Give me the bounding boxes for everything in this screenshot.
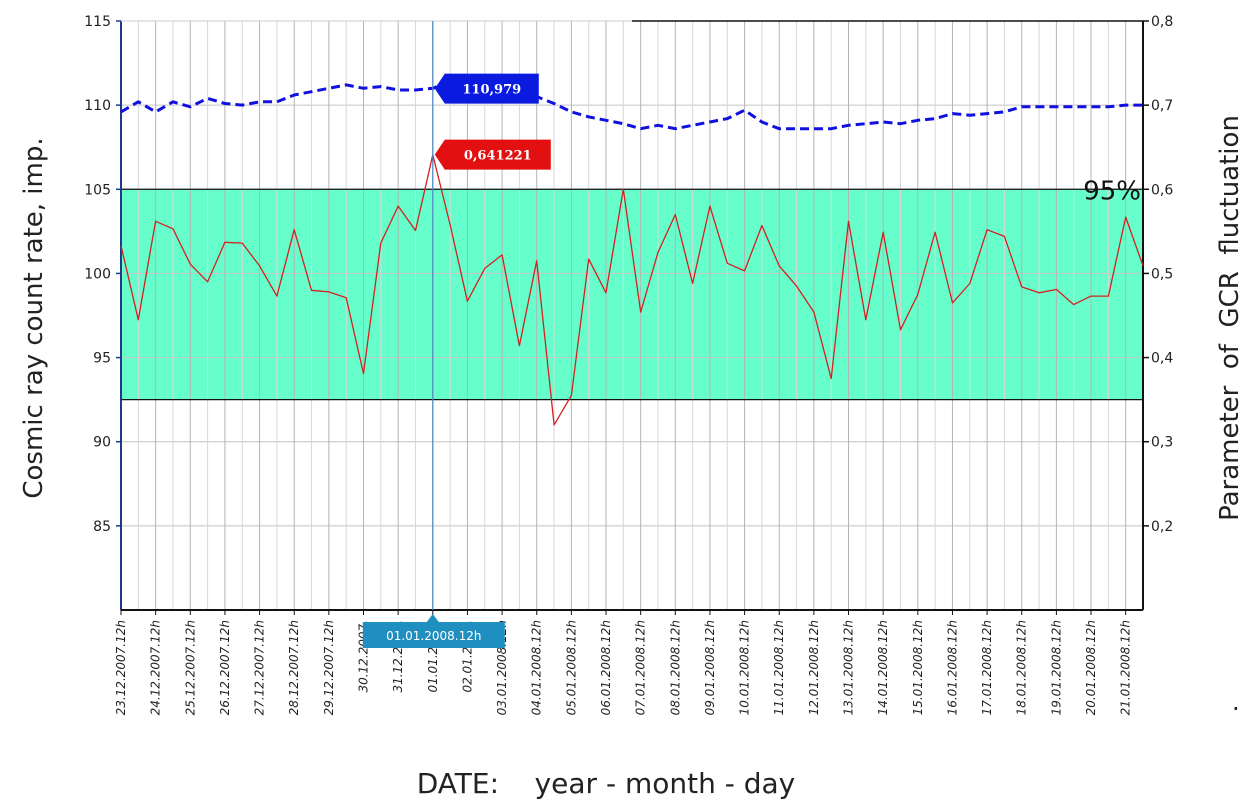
left-tick-label: 105 — [84, 182, 111, 198]
red-value-flag — [434, 139, 551, 170]
right-tick-label: 0,6 — [1151, 182, 1173, 198]
right-tick-label: 0,8 — [1151, 14, 1173, 30]
blue-value-flag-text: 110,979 — [462, 83, 521, 98]
x-tick-label: 16.01.2008.12h — [945, 620, 959, 715]
red-value-flag-text: 0,641221 — [464, 149, 532, 164]
grid — [120, 20, 1144, 610]
x-tick-label: 19.01.2008.12h — [1049, 620, 1063, 715]
x-tick-label: 23.12.2007.12h — [114, 620, 128, 715]
annotations: 01.01.2008.12h 110,979 0,641221 — [362, 21, 551, 648]
left-tick-label: 85 — [93, 519, 111, 535]
x-tick-label: 06.01.2008.12h — [599, 620, 613, 715]
x-tick-label: 20.01.2008.12h — [1084, 620, 1098, 715]
count-rate-series-line — [120, 75, 1143, 131]
x-tick-label: 08.01.2008.12h — [668, 620, 682, 715]
right-axis-ticks: 0,2 0,3 0,4 0,5 0,6 0,7 0,8 — [1143, 14, 1173, 535]
x-tick-label: 17.01.2008.12h — [980, 620, 994, 715]
axes — [120, 20, 1144, 611]
right-tick-label: 0,7 — [1151, 98, 1173, 114]
x-tick-label: 05.01.2008.12h — [564, 620, 578, 715]
x-tick-label: 21.01.2008.12h — [1119, 620, 1133, 715]
x-axis-title: DATE: year - month - day — [417, 767, 796, 800]
x-tick-label: 26.12.2007.12h — [218, 620, 232, 715]
right-tick-label: 0,3 — [1151, 435, 1173, 451]
series-layer — [120, 75, 1144, 426]
left-axis-title: Cosmic ray count rate, imp. — [19, 137, 49, 498]
left-tick-label: 100 — [84, 266, 111, 282]
right-tick-label: 0,2 — [1151, 519, 1173, 535]
x-tick-label: 29.12.2007.12h — [322, 620, 336, 715]
left-tick-label: 110 — [84, 98, 111, 114]
confidence-band — [121, 189, 1143, 400]
left-tick-label: 90 — [93, 435, 111, 451]
left-axis-ticks: 85 90 95 100 105 110 115 — [84, 14, 121, 535]
x-tick-label: 13.01.2008.12h — [842, 620, 856, 715]
x-tick-label: 27.12.2007.12h — [253, 620, 267, 715]
confidence-band-label: 95% — [1083, 176, 1141, 206]
x-tick-label: 14.01.2008.12h — [876, 620, 890, 715]
x-tick-label: 24.12.2007.12h — [149, 620, 163, 715]
x-tick-label: 07.01.2008.12h — [634, 620, 648, 715]
cursor-label-pointer — [426, 614, 439, 622]
fluctuation-series-line — [120, 154, 1144, 426]
cursor-label-text: 01.01.2008.12h — [386, 629, 481, 643]
right-tick-label: 0,5 — [1151, 266, 1173, 282]
x-tick-label: 04.01.2008.12h — [530, 620, 544, 715]
x-tick-label: 11.01.2008.12h — [772, 620, 786, 715]
x-tick-label: 25.12.2007.12h — [183, 620, 197, 715]
x-tick-label: 10.01.2008.12h — [738, 620, 752, 715]
x-tick-label: 12.01.2008.12h — [807, 620, 821, 715]
right-tick-label: 0,4 — [1151, 351, 1173, 367]
x-tick-label: 18.01.2008.12h — [1015, 620, 1029, 715]
x-tick-label: 09.01.2008.12h — [703, 620, 717, 715]
stray-mark: . — [1232, 688, 1240, 716]
right-axis-title: Parameter of GCR fluctuation — [1215, 115, 1245, 521]
x-tick-label: 28.12.2007.12h — [287, 620, 301, 715]
cursor-label-box — [362, 622, 505, 648]
left-tick-label: 115 — [84, 14, 111, 30]
left-tick-label: 95 — [93, 351, 111, 367]
blue-value-flag — [434, 73, 539, 104]
x-tick-label: 15.01.2008.12h — [911, 620, 925, 715]
